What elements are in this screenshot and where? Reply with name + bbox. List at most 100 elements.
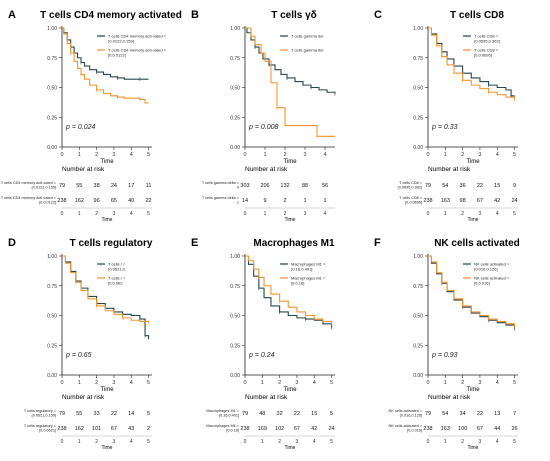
risk-value: 22 bbox=[294, 411, 300, 417]
risk-value: 34 bbox=[460, 411, 466, 417]
risk-value: 67 bbox=[477, 426, 483, 432]
survival-curve-series-2 bbox=[62, 27, 149, 104]
legend-label-line: T cells CD8 = bbox=[474, 48, 499, 53]
risk-x-tick-label: 5 bbox=[513, 439, 516, 445]
x-tick-label: 1 bbox=[444, 380, 447, 386]
panel-letter: C bbox=[374, 9, 382, 21]
x-tick-label: 3 bbox=[478, 380, 481, 386]
legend-marker: + bbox=[100, 276, 103, 281]
legend-label-line: T cells r = bbox=[108, 262, 126, 267]
risk-value: 42 bbox=[311, 426, 317, 432]
x-tick-label: 0 bbox=[243, 380, 246, 386]
risk-value: 36 bbox=[460, 183, 466, 189]
risk-row-label: NK cells activated = [0,0.016] bbox=[389, 424, 423, 433]
risk-value: 40 bbox=[128, 198, 134, 204]
y-tick-label: 0.00 bbox=[230, 145, 240, 151]
risk-x-tick-label: 1 bbox=[78, 211, 81, 217]
legend-marker: + bbox=[283, 34, 286, 39]
x-tick-label: 5 bbox=[513, 380, 516, 386]
legend-label-line: (0.0122,0.159] bbox=[108, 39, 134, 44]
risk-x-tick-label: 5 bbox=[147, 211, 150, 217]
survival-curve-series-2 bbox=[428, 27, 516, 100]
risk-row-label-line: T cells CD8 = bbox=[399, 196, 423, 200]
risk-x-tick-label: 1 bbox=[444, 211, 447, 217]
x-tick-label: 2 bbox=[283, 152, 286, 158]
legend-marker: + bbox=[466, 262, 469, 267]
risk-value: 13 bbox=[494, 411, 500, 417]
x-axis-title: Time bbox=[100, 387, 114, 393]
x-tick-label: 1 bbox=[78, 380, 81, 386]
risk-row-label-line: [0,0.16] bbox=[226, 429, 239, 433]
risk-value: 100 bbox=[458, 426, 467, 432]
panel-title: T cells γδ bbox=[271, 10, 317, 21]
risk-value: 7 bbox=[513, 411, 516, 417]
legend-marker: + bbox=[283, 276, 286, 281]
risk-value: 162 bbox=[75, 426, 84, 432]
risk-x-tick-label: 5 bbox=[513, 211, 516, 217]
legend-label: T cells CD4 memory acti-vated = [0,0.0122… bbox=[108, 48, 167, 58]
legend-label: T cells r = [0,0.062 bbox=[108, 276, 126, 286]
risk-row-label: T cells regulatory = [0,0.0621] bbox=[24, 424, 57, 433]
x-tick-label: 0 bbox=[60, 152, 63, 158]
risk-row-label-line: (0.16,0.401] bbox=[219, 414, 239, 418]
y-tick-label: 0.00 bbox=[230, 373, 240, 379]
x-axis-title: Time bbox=[283, 159, 297, 165]
legend-label-line: T cells gamma del bbox=[291, 48, 323, 53]
risk-x-tick-label: 2 bbox=[461, 211, 464, 217]
risk-value: 2 bbox=[147, 426, 150, 432]
p-value-label: p = 0.008 bbox=[248, 124, 278, 131]
risk-value: 24 bbox=[328, 426, 334, 432]
legend-marker: + bbox=[466, 276, 469, 281]
risk-table-title: Number at risk bbox=[428, 394, 471, 401]
x-tick-label: 1 bbox=[78, 152, 81, 158]
y-tick-label: 0.25 bbox=[47, 343, 57, 349]
x-tick-label: 5 bbox=[147, 152, 150, 158]
x-tick-label: 2 bbox=[278, 380, 281, 386]
risk-row-label-line: [0,0.0122] bbox=[39, 201, 56, 205]
risk-value: 54 bbox=[442, 411, 448, 417]
risk-value: 96 bbox=[94, 198, 100, 204]
x-axis-title: Time bbox=[466, 159, 480, 165]
risk-value: 206 bbox=[260, 183, 269, 189]
risk-x-tick-label: 0 bbox=[427, 211, 430, 217]
y-tick-label: 0.00 bbox=[413, 373, 423, 379]
risk-x-axis-title: Time bbox=[285, 217, 296, 223]
panel-letter: B bbox=[191, 9, 199, 21]
x-axis-title: Time bbox=[283, 387, 297, 393]
risk-table-title: Number at risk bbox=[245, 394, 288, 401]
panel-b: B T cells γδ 0.00 0.25 0.50 0.75 1.00 0 1 2 3 4 Time… bbox=[191, 9, 336, 223]
legend-label: T cells CD8 = [0,0.0695] bbox=[474, 48, 499, 58]
risk-value: 238 bbox=[423, 198, 432, 204]
x-tick-label: 4 bbox=[496, 152, 499, 158]
risk-row-label: T cells regulatory = (0.0621,0.159] bbox=[24, 409, 57, 418]
survival-curve-series-1 bbox=[428, 27, 515, 97]
y-tick-label: 0.75 bbox=[230, 56, 240, 62]
risk-value: 24 bbox=[111, 183, 117, 189]
panel-f: F NK cells activated 0.00 0.25 0.50 0.75 1.00 0… bbox=[374, 237, 520, 451]
panel-c: C T cells CD8 0.00 0.25 0.50 0.75 1.00 0 1 2 3 4 5 Ti… bbox=[374, 9, 518, 223]
risk-value: 22 bbox=[145, 198, 151, 204]
risk-value: 238 bbox=[57, 198, 66, 204]
legend-label-line: Macrophages M1 = bbox=[291, 262, 326, 267]
legend-label-line: [0,0.062 bbox=[108, 281, 123, 286]
x-tick-label: 0 bbox=[426, 152, 429, 158]
y-tick-label: 0.25 bbox=[413, 115, 423, 121]
risk-value: 33 bbox=[94, 411, 100, 417]
p-value-label: p = 0.024 bbox=[65, 124, 95, 131]
risk-value: 163 bbox=[441, 426, 450, 432]
panel-title: T cells CD4 memory activated bbox=[40, 10, 182, 21]
y-tick-label: 0.50 bbox=[230, 86, 240, 92]
risk-value: 48 bbox=[259, 411, 265, 417]
risk-row-label-line: NK cells activated = bbox=[389, 409, 423, 413]
risk-x-tick-label: 1 bbox=[78, 439, 81, 445]
risk-value: 88 bbox=[302, 183, 308, 189]
x-tick-label: 2 bbox=[95, 152, 98, 158]
x-tick-label: 0 bbox=[243, 152, 246, 158]
risk-value: 303 bbox=[240, 183, 249, 189]
panel-a: A T cells CD4 memory activated 0.00 0.25 0.5… bbox=[1, 9, 182, 223]
y-tick-label: 0.25 bbox=[230, 343, 240, 349]
risk-row-label: T cells gamma delta = 1 bbox=[202, 196, 240, 205]
x-tick-label: 3 bbox=[112, 152, 115, 158]
legend-label-line: [0,0.0695] bbox=[474, 53, 492, 58]
risk-row-label-line: (0.0621,0.159] bbox=[32, 414, 57, 418]
